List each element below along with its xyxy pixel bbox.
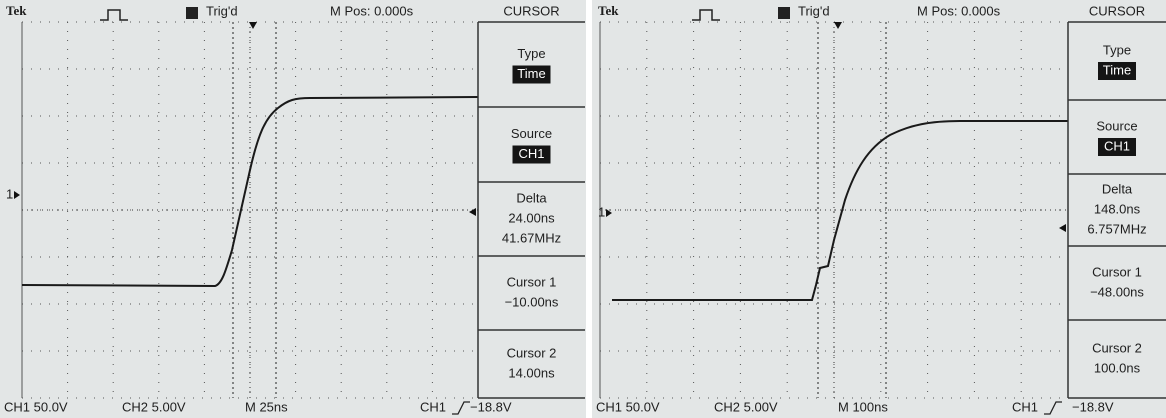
channel-marker: 1 — [6, 186, 13, 201]
trigger-source: CH1 — [420, 399, 446, 414]
menu-value: 6.757MHz — [1087, 221, 1146, 236]
channel-marker: 1 — [598, 204, 605, 219]
menu-value: −10.00ns — [505, 294, 559, 309]
menu-value: CH1 — [1104, 138, 1130, 153]
menu-label: Source — [511, 126, 552, 141]
menu-label: Cursor 1 — [507, 274, 557, 289]
trigger-status: Trig'd — [798, 3, 830, 18]
oscilloscope-screenshots: 1 Tek Trig'd M Pos: 0.000s CURSOR Type Time Sou… — [0, 0, 1166, 418]
trigger-icon — [778, 7, 790, 19]
menu-label: Cursor 2 — [1092, 340, 1142, 355]
menu-label: Type — [1103, 42, 1131, 57]
screen-background — [0, 0, 586, 418]
ch2-scale: CH2 5.00V — [714, 399, 778, 414]
trigger-level: −18.8V — [470, 399, 512, 414]
menu-value: 14.00ns — [508, 365, 555, 380]
trigger-icon — [186, 7, 198, 19]
menu-label: Type — [517, 46, 545, 61]
menu-label: Delta — [1102, 181, 1133, 196]
menu-label: Delta — [516, 190, 547, 205]
menu-label: Cursor 1 — [1092, 264, 1142, 279]
menu-title: CURSOR — [1089, 3, 1145, 18]
menu-value: 148.0ns — [1094, 201, 1141, 216]
menu-value: −48.00ns — [1090, 284, 1144, 299]
menu-label: Source — [1096, 118, 1137, 133]
trigger-status: Trig'd — [206, 3, 238, 18]
scope-screen: 1 Tek Trig'd M Pos: 0.000s CURSOR Type Time Sou… — [592, 0, 1166, 418]
menu-title: CURSOR — [503, 3, 559, 18]
ch1-scale: CH1 50.0V — [596, 399, 660, 414]
menu-value: 100.0ns — [1094, 360, 1141, 375]
menu-value: Time — [1103, 62, 1131, 77]
scope-screen: 1 Tek Trig'd M Pos: 0.000s CURSOR Type Time Sou… — [0, 0, 586, 418]
brand: Tek — [6, 3, 27, 18]
trigger-source: CH1 — [1012, 399, 1038, 414]
ch2-scale: CH2 5.00V — [122, 399, 186, 414]
timebase: M 25ns — [245, 399, 288, 414]
menu-label: Cursor 2 — [507, 345, 557, 360]
horizontal-position: M Pos: 0.000s — [330, 3, 414, 18]
ch1-scale: CH1 50.0V — [4, 399, 68, 414]
menu-value: CH1 — [518, 146, 544, 161]
menu-value: 41.67MHz — [502, 230, 561, 245]
horizontal-position: M Pos: 0.000s — [917, 3, 1001, 18]
trigger-level: −18.8V — [1072, 399, 1114, 414]
menu-value: 24.00ns — [508, 210, 555, 225]
timebase: M 100ns — [838, 399, 888, 414]
screen-background — [592, 0, 1166, 418]
menu-value: Time — [517, 66, 545, 81]
brand: Tek — [598, 3, 619, 18]
